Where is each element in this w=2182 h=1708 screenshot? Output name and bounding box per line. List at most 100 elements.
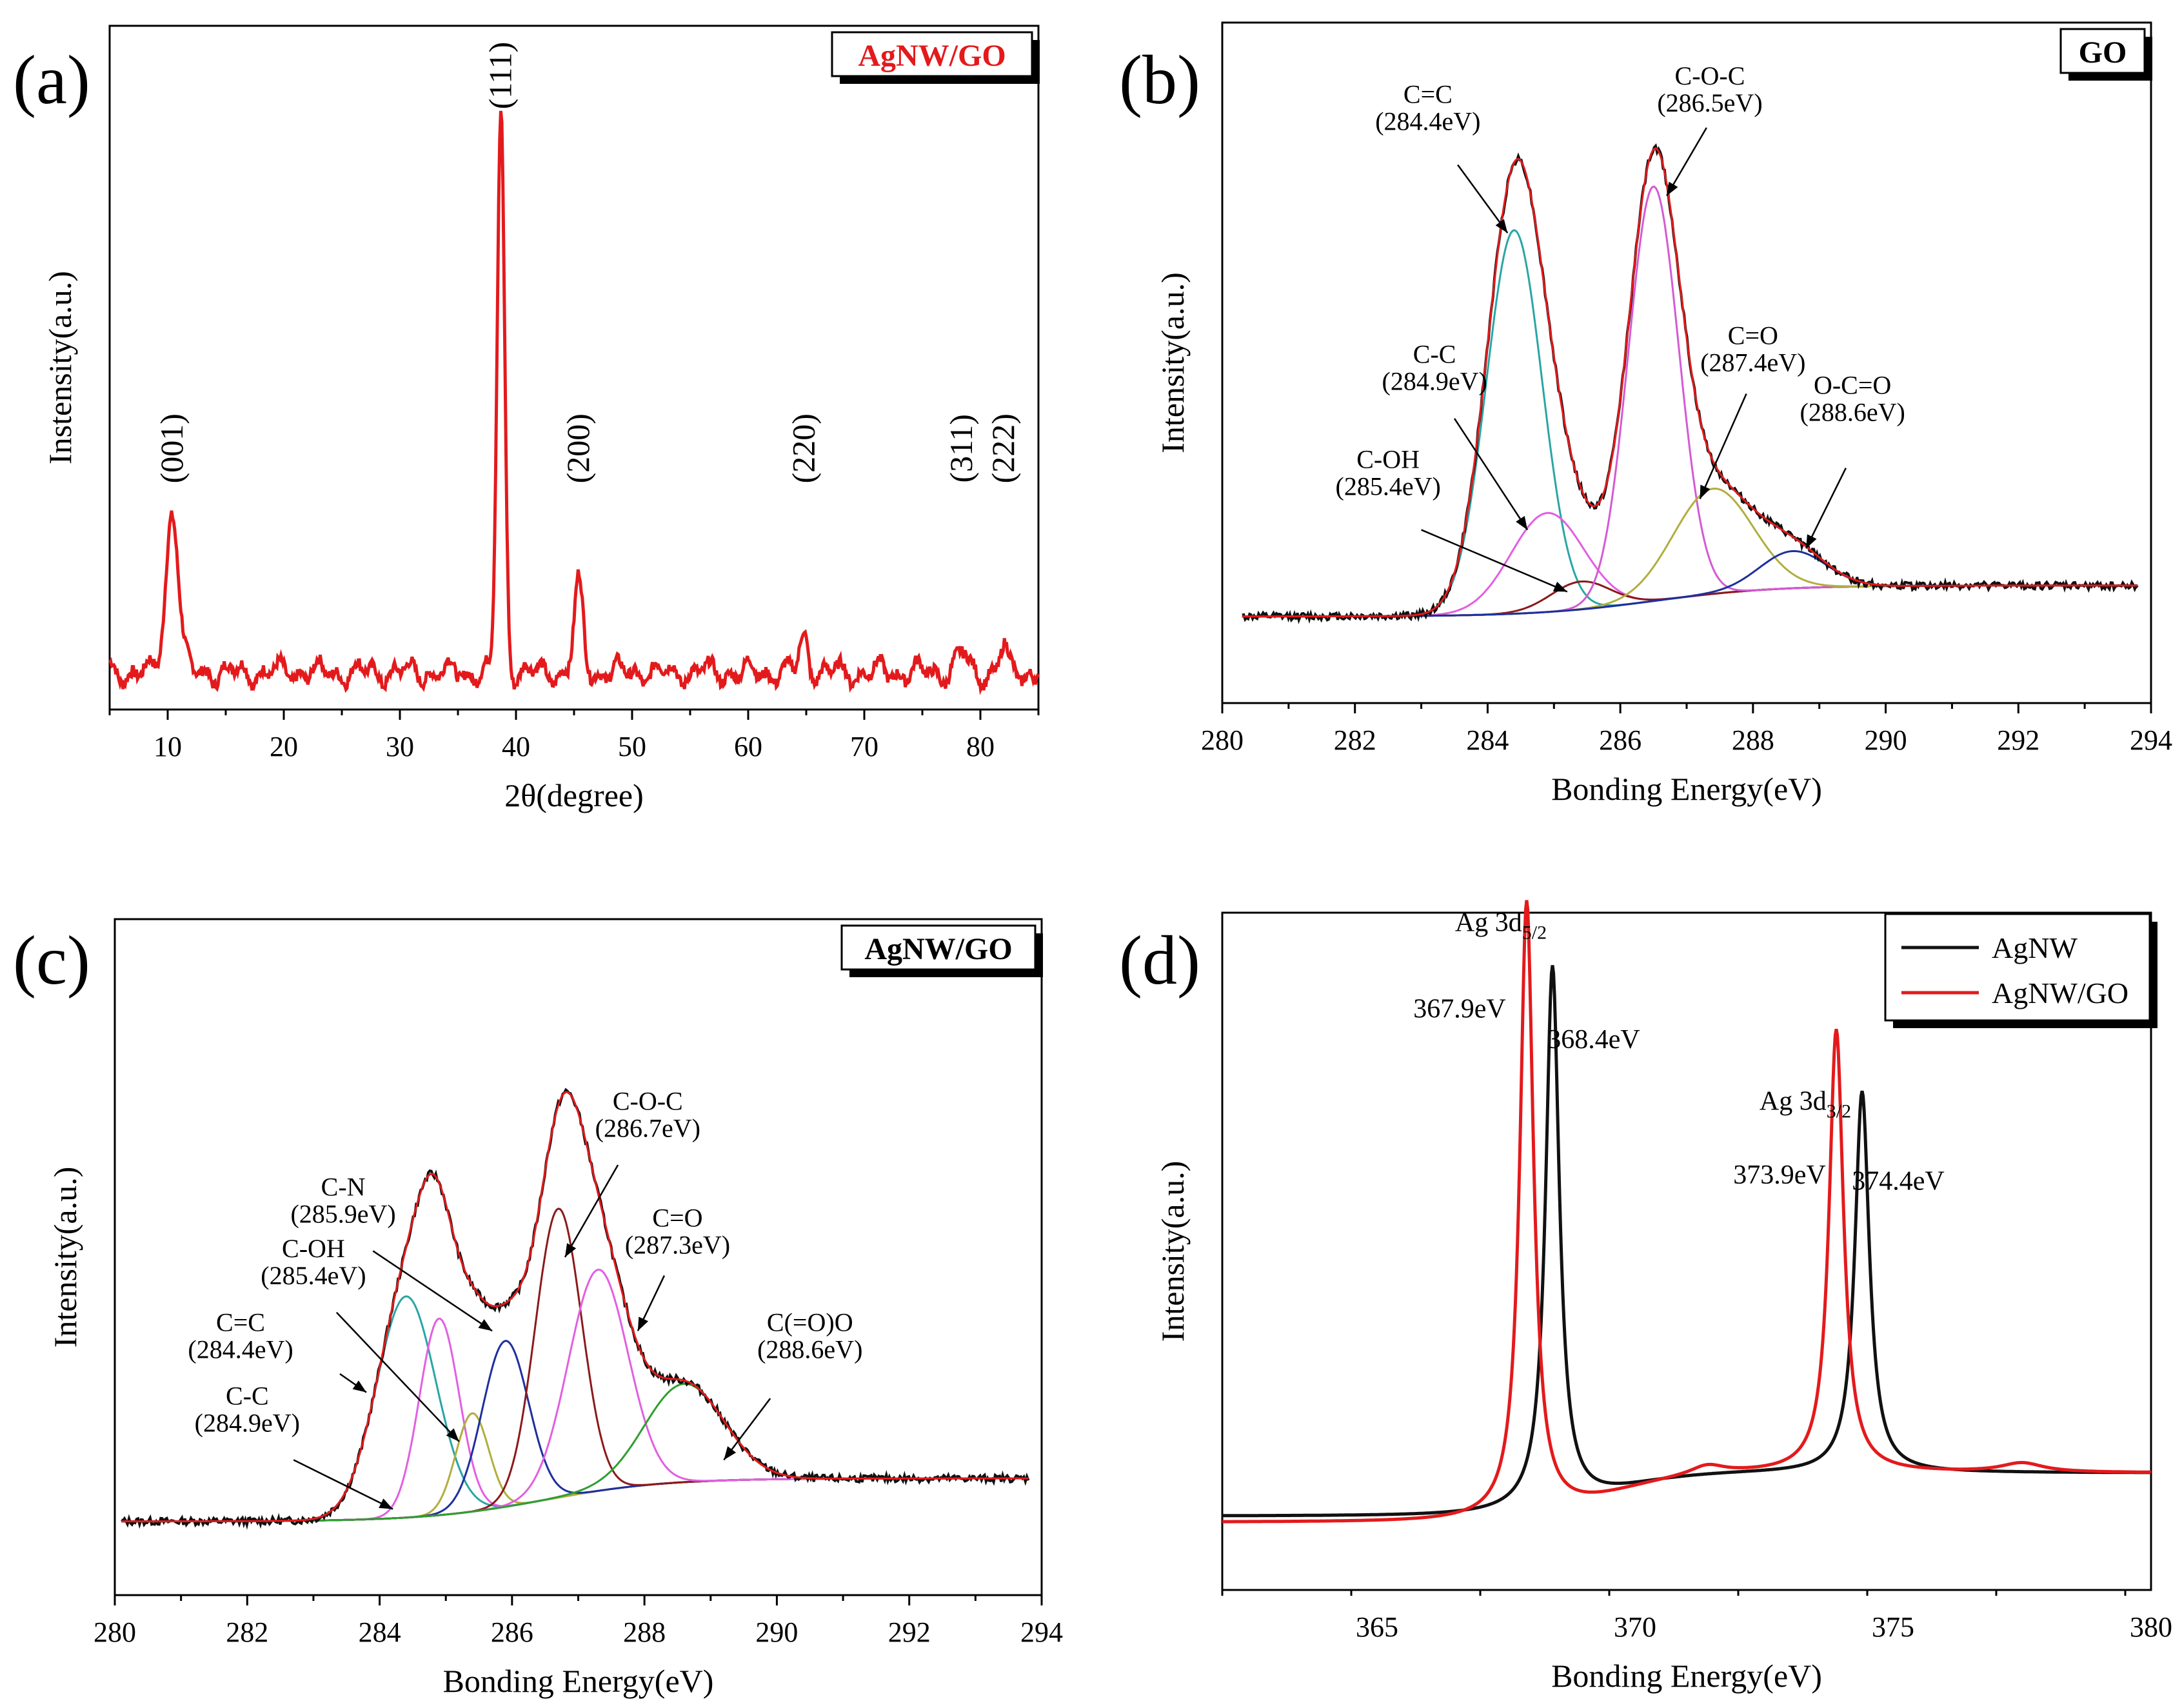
x-tick-label: 290: [755, 1616, 798, 1648]
x-tick-label: 60: [734, 731, 762, 762]
peak-annotation-main: 367.9eV: [1413, 994, 1505, 1024]
x-tick-label: 80: [966, 731, 995, 762]
peak-annotation-sub: 5/2: [1522, 922, 1547, 944]
raw-data-line: [1242, 143, 2139, 624]
panel-c: (c) 280 282 284 286 288 290 292 294 Bonding Energ…: [13, 918, 1063, 1699]
peak-annotation-text: (284.9eV): [195, 1409, 300, 1438]
peak-annotation: 368.4eV: [1547, 1025, 1640, 1055]
x-tick-label: 284: [359, 1616, 401, 1648]
x-tick-label: 282: [1334, 724, 1376, 756]
annotation-arrowhead: [1667, 181, 1678, 196]
x-tick-label: 286: [1599, 724, 1641, 756]
xrd-series-line: [108, 110, 1040, 695]
annotation-arrowhead: [379, 1498, 393, 1509]
series-agnw: [1222, 965, 2151, 1518]
y-axis-label: Intensity(a.u.): [47, 1167, 83, 1347]
annotation-arrowhead: [352, 1380, 367, 1393]
annotation-arrowhead: [446, 1428, 459, 1442]
x-axis-label: 2θ(degree): [504, 777, 643, 813]
peak-annotation-text: C-C: [1413, 340, 1456, 369]
peak-annotation-text: C-N: [321, 1173, 366, 1202]
peak-label: (220): [785, 413, 821, 483]
y-axis-label: Instensity(a.u.): [42, 271, 78, 464]
legend-text: AgNW/GO: [864, 932, 1012, 966]
peak-label: (222): [985, 413, 1021, 483]
peak-annotation-text: C-O-C: [1675, 61, 1745, 90]
x-tick-label: 380: [2130, 1611, 2172, 1643]
peak-annotation-text: C(=O)O: [767, 1307, 853, 1336]
peak-annotation: 374.4eV: [1852, 1167, 1944, 1197]
peak-annotation-text: (284.4eV): [188, 1335, 293, 1364]
peak-annotation-text: C=O: [1728, 321, 1778, 350]
fit-envelope-line: [1242, 147, 2138, 618]
peak-label: (311): [943, 414, 979, 482]
x-axis-label: Bonding Energy(eV): [1551, 771, 1822, 807]
x-tick-label: 290: [1865, 724, 1907, 756]
annotation-arrow: [335, 1311, 460, 1442]
annotation-arrow: [1699, 393, 1747, 500]
component-4: [121, 1207, 1029, 1523]
annotation-arrow: [1805, 467, 1847, 549]
series-agnw-go: [1222, 900, 2152, 1524]
annotation-arrowhead: [1700, 484, 1711, 499]
peak-annotation-text: C=C: [216, 1307, 265, 1336]
x-tick-label: 282: [226, 1616, 268, 1648]
plot-frame: [1221, 911, 2152, 1591]
plot-frame: [1221, 21, 2152, 704]
legend-box: [1884, 913, 2151, 1022]
legend-text: AgNW/GO: [858, 39, 1006, 73]
x-tick-label: 280: [1201, 724, 1244, 756]
peak-annotation-main: Ag 3d: [1760, 1086, 1827, 1116]
x-tick-label: 30: [386, 731, 414, 762]
annotation-arrowhead: [1516, 515, 1528, 530]
x-tick-label: 294: [2130, 724, 2172, 756]
component-3: [1242, 185, 2138, 618]
panel-label: (a): [13, 42, 90, 119]
x-tick-label: 286: [491, 1616, 533, 1648]
legend-box: [831, 31, 1033, 77]
peak-annotation-text: (284.4eV): [1375, 107, 1480, 136]
annotation-arrow: [1453, 418, 1529, 531]
panel-label: (b): [1119, 42, 1200, 119]
peak-annotation-text: (288.6eV): [757, 1335, 862, 1364]
annotation-arrowhead: [1806, 534, 1817, 549]
x-tick-label: 284: [1466, 724, 1509, 756]
x-tick-label: 294: [1020, 1616, 1063, 1648]
annotation-arrowhead: [564, 1243, 577, 1257]
annotation-arrow: [564, 1164, 619, 1258]
peak-annotation: Ag 3d3/2: [1760, 1086, 1851, 1122]
peak-annotation-main: 373.9eV: [1733, 1160, 1825, 1190]
peak-annotation-text: (286.5eV): [1657, 88, 1762, 117]
peak-annotation-main: Ag 3d: [1455, 908, 1522, 938]
x-tick-label: 288: [623, 1616, 666, 1648]
component-5: [1242, 550, 2138, 618]
peak-annotation: 367.9eV: [1413, 994, 1505, 1024]
panel-label: (c): [13, 922, 90, 999]
peak-annotation-text: (285.9eV): [290, 1200, 395, 1229]
annotation-arrow: [1421, 529, 1568, 593]
peak-annotation-text: C-OH: [282, 1234, 345, 1263]
background-line: [1242, 584, 2138, 618]
annotation-arrow: [293, 1459, 393, 1510]
peak-annotation-text: C-O-C: [613, 1086, 683, 1115]
peak-annotation-text: (287.4eV): [1700, 348, 1805, 377]
peak-annotation-text: O-C=O: [1814, 370, 1891, 399]
peak-annotation: Ag 3d5/2: [1455, 908, 1547, 944]
panel-a: (a) 10 20 30 40 50 60 70 80 2θ(degree) Instensity(…: [13, 25, 1040, 813]
annotation-arrow: [372, 1250, 493, 1332]
component-0: [1242, 229, 2138, 618]
x-tick-label: 10: [154, 731, 182, 762]
panel-d: (d) 365 370 375 380 Bonding Energy(eV) Intensi…: [1119, 900, 2172, 1694]
legend-box: [2059, 28, 2146, 74]
peak-annotation: 373.9eV: [1733, 1160, 1825, 1190]
peak-annotation-text: C=C: [1403, 80, 1453, 109]
peak-annotation-main: 374.4eV: [1852, 1167, 1944, 1197]
x-tick-label: 50: [618, 731, 646, 762]
x-tick-label: 280: [94, 1616, 136, 1648]
peak-label: (200): [560, 413, 596, 483]
peak-label: (111): [482, 42, 519, 110]
legend-entry-text: AgNW: [1992, 931, 2078, 964]
x-axis-label: Bonding Energy(eV): [1551, 1658, 1822, 1694]
peak-annotation-text: C=O: [652, 1203, 702, 1232]
